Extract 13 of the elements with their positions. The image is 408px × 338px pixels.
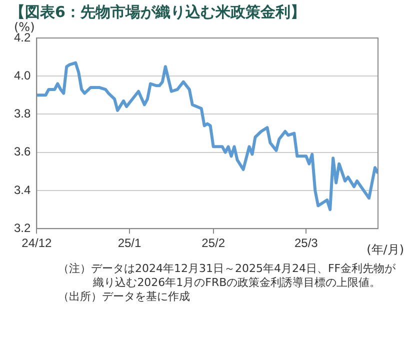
y-tick-label: 3.2 <box>14 220 31 235</box>
x-tick-label: 25/1 <box>118 236 142 250</box>
y-tick-label: 3.4 <box>14 182 31 197</box>
y-tick-label: 4.0 <box>14 68 31 82</box>
x-axis-title: (年/月) <box>366 242 404 257</box>
x-tick-label: 24/12 <box>22 236 52 250</box>
text: （出所）データを基に作成 <box>58 290 191 304</box>
y-tick-label: 3.8 <box>14 106 31 121</box>
y-tick-label: 3.6 <box>14 144 31 159</box>
text: （注）データは2024年12月31日～2025年4月24日、FF金利先物が織り込む2026年1月のFRBの政策金利誘導目標の上限値。 <box>58 262 397 290</box>
x-tick-label: 25/2 <box>202 236 226 250</box>
chart-title: 【図表6：先物市場が織り込む米政策金利】 <box>10 3 306 22</box>
x-tick-label: 25/3 <box>294 236 318 250</box>
